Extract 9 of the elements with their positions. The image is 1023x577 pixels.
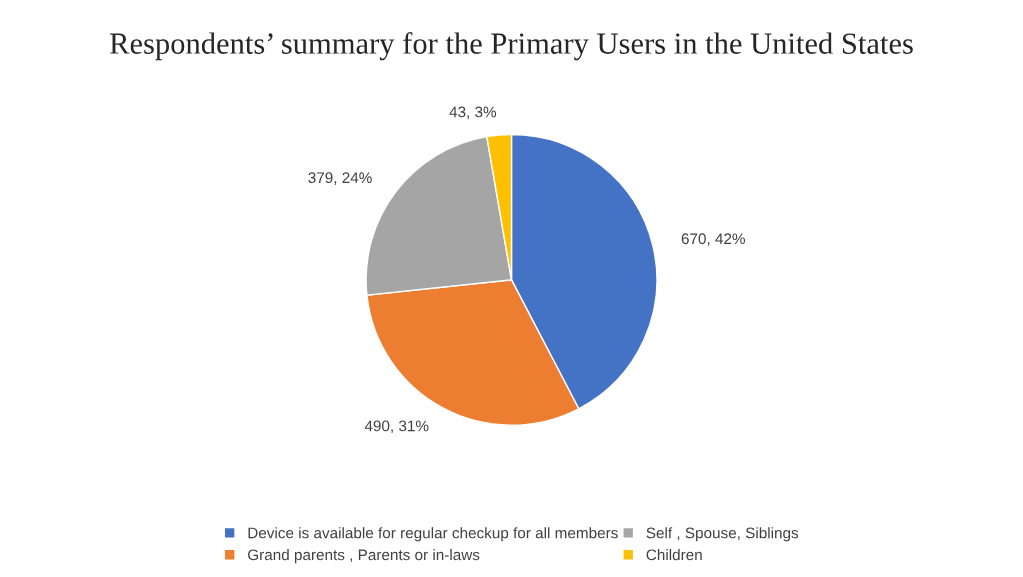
data-label: 379, 24% — [308, 172, 372, 185]
legend-label: Device is available for regular checkup for all members — [248, 527, 618, 542]
data-label: 490, 31% — [364, 420, 429, 434]
data-label: 670, 42% — [681, 233, 745, 246]
legend-label: Self , Spouse, Siblings — [646, 527, 799, 542]
legend-label: Children — [646, 549, 702, 561]
chart-title: Respondents’ summary for the Primary Users in the United States — [109, 32, 913, 61]
data-label: 43, 3% — [449, 106, 497, 120]
legend-label: Grand parents , Parents or in-laws — [248, 549, 480, 564]
